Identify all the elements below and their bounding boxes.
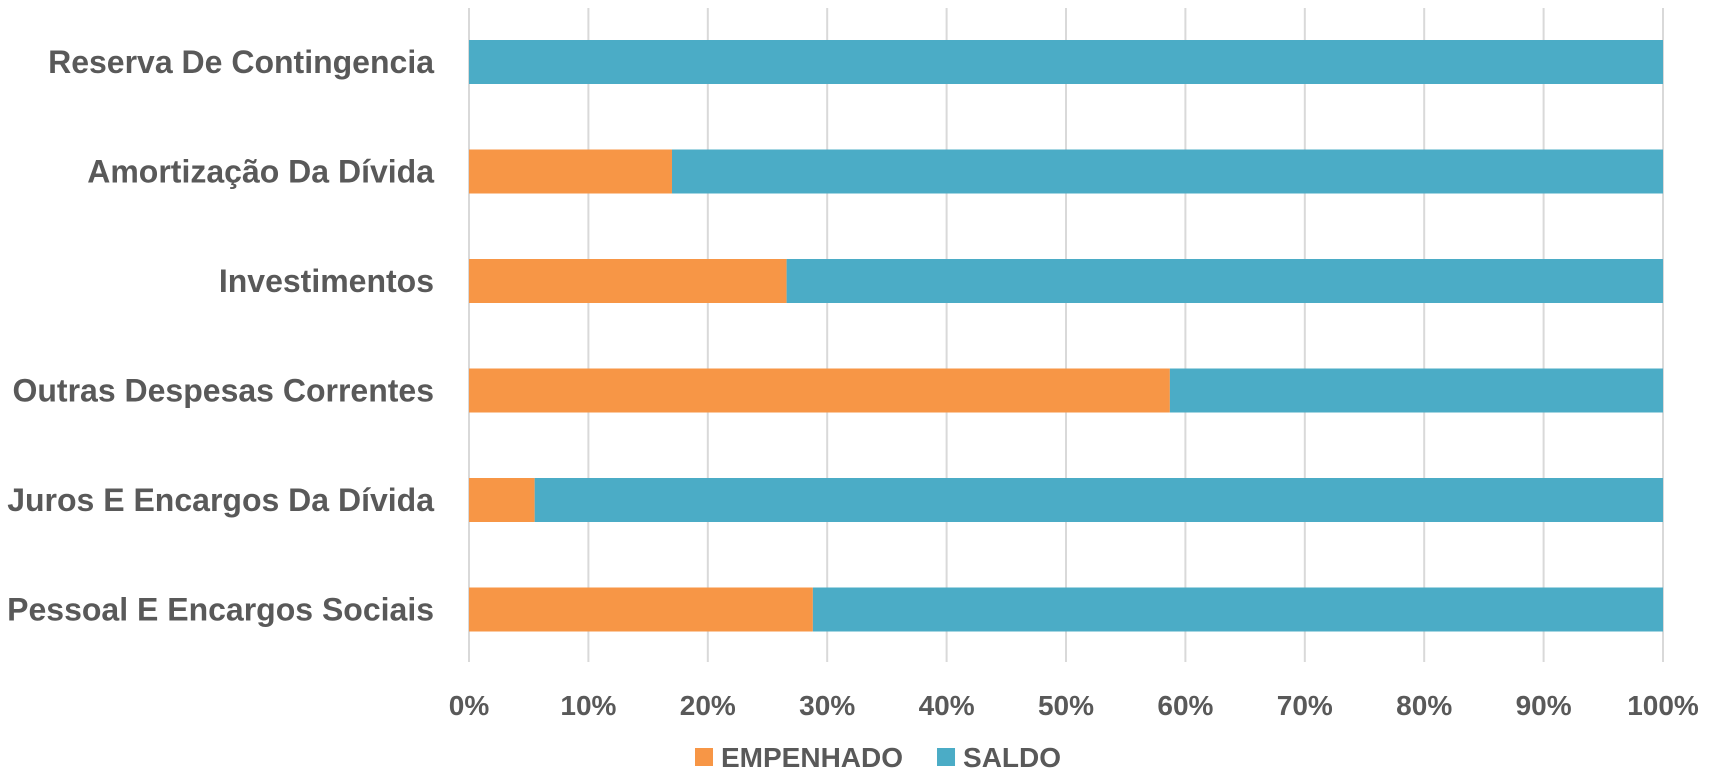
bar-segment <box>671 149 1663 194</box>
x-tick-label: 80% <box>1396 690 1452 721</box>
category-label: Outras Despesas Correntes <box>12 373 434 409</box>
x-tick-label: 100% <box>1627 690 1699 721</box>
x-tick-label: 70% <box>1277 690 1333 721</box>
category-label: Investimentos <box>219 263 434 299</box>
bar-segment <box>534 478 1664 522</box>
x-tick-label: 40% <box>919 690 975 721</box>
bar-segment <box>469 587 813 632</box>
bars <box>469 40 1664 632</box>
x-tick-label: 10% <box>560 690 616 721</box>
legend-label: SALDO <box>963 742 1061 773</box>
x-tick-label: 0% <box>449 690 490 721</box>
bar-segment <box>469 478 535 522</box>
bar-segment <box>469 368 1170 413</box>
bar-segment <box>786 259 1663 303</box>
x-tick-label: 90% <box>1516 690 1572 721</box>
bar-segment <box>812 587 1663 632</box>
category-label: Pessoal E Encargos Sociais <box>7 592 434 628</box>
category-label: Juros E Encargos Da Dívida <box>7 482 434 518</box>
bar-segment <box>1169 368 1663 413</box>
x-tick-label: 50% <box>1038 690 1094 721</box>
bar-segment <box>469 149 672 194</box>
legend-label: EMPENHADO <box>721 742 903 773</box>
x-tick-labels: 0% 10% 20% 30% 40% 50% 60% 70% 80% 90% 100% <box>449 690 1699 721</box>
x-tick-label: 60% <box>1157 690 1213 721</box>
legend-swatch <box>695 748 713 766</box>
bar-segment <box>469 259 787 303</box>
legend: EMPENHADO SALDO <box>695 742 1061 773</box>
bar-segment <box>469 40 1663 84</box>
category-label: Amortização Da Dívida <box>87 154 434 190</box>
category-labels: Reserva De Contingencia Amortização Da Dí… <box>7 44 434 628</box>
x-tick-label: 30% <box>799 690 855 721</box>
legend-swatch <box>937 748 956 766</box>
category-label: Reserva De Contingencia <box>48 44 434 80</box>
x-tick-label: 20% <box>680 690 736 721</box>
gridlines <box>468 8 1664 662</box>
